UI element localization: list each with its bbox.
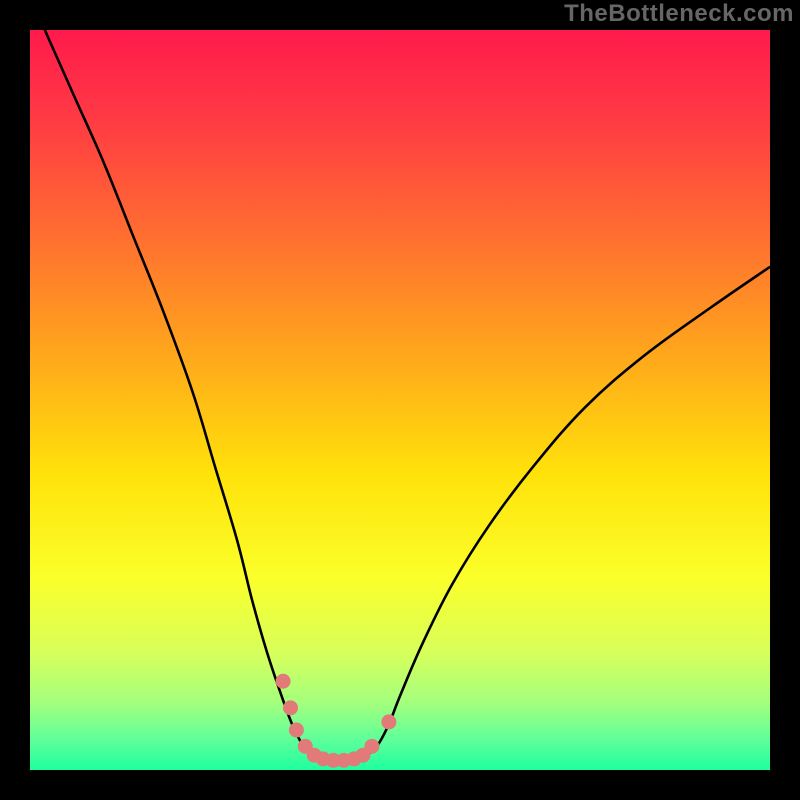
bottleneck-chart	[0, 0, 800, 800]
valley-dot	[283, 700, 298, 715]
valley-dot	[364, 739, 379, 754]
valley-dot	[276, 674, 291, 689]
gradient-background	[30, 30, 770, 770]
valley-dot	[381, 714, 396, 729]
watermark-text: TheBottleneck.com	[564, 0, 794, 28]
valley-dot	[289, 723, 304, 738]
